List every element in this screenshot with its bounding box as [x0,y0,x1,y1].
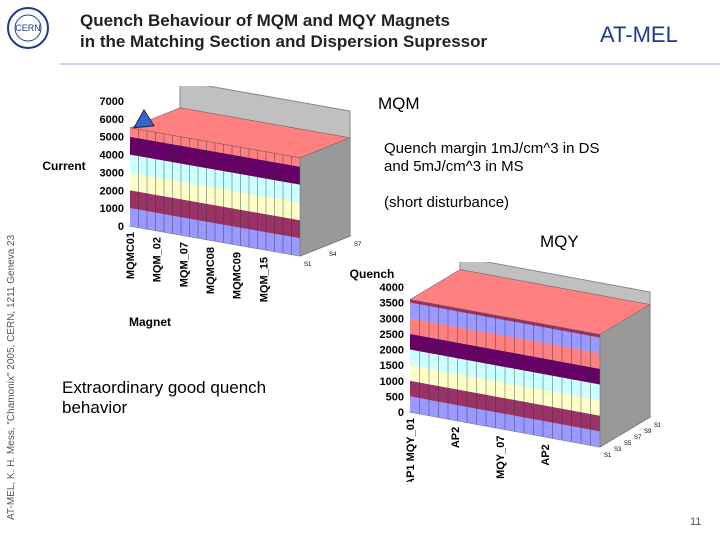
brand-label: AT-MEL [600,22,678,47]
y-tick-label: 3000 [380,313,404,325]
y-tick-label: 3500 [380,298,404,310]
cern-logo-icon: CERN [7,7,49,49]
x-tick-label: MQMC01 [125,232,137,279]
surface-side [599,304,651,448]
y-tick-label: 7000 [100,96,124,108]
depth-tick-label: S7 [354,242,362,248]
quench-behavior-note: Extraordinary good quench behavior [62,378,322,418]
depth-tick-label: S4 [329,252,337,258]
x-tick-label: AP2 [540,444,552,465]
surface-peak [133,108,155,129]
y-tick-label: 2500 [380,329,404,341]
quench-margin-note: Quench margin 1mJ/cm^3 in DS and 5mJ/cm^… [384,140,684,176]
depth-tick-label: S11 [654,423,660,429]
mqm-surface-chart: 7000 6000 5000 4000 3000 2000 1000 0 Current MQMC… [42,86,362,329]
x-tick-label: MQMC09 [232,252,244,299]
header-divider [60,63,720,65]
y-axis-label: Quench [350,267,395,281]
page-title: Quench Behaviour of MQM and MQY Magnets … [80,10,560,52]
mqy-surface-chart: 4000 3500 3000 2500 2000 1500 1000 500 0 Quench AP… [350,262,660,483]
x-tick-label: MQM_02 [152,237,164,282]
y-tick-label: 4000 [380,282,404,294]
x-tick-label: AP2 [450,427,462,448]
surface-side [299,137,351,257]
x-tick-label: MQMC08 [205,247,217,294]
mqy-label: MQY [540,232,579,251]
x-tick-label: AP1 MQY_07 [495,436,507,483]
y-tick-label: 0 [398,407,404,419]
depth-tick-label: S9 [644,429,652,435]
y-tick-label: 1500 [380,360,404,372]
y-tick-label: 0 [118,221,124,233]
logo-text: CERN [15,23,41,33]
margin-line-2: and 5mJ/cm^3 in MS [384,158,524,175]
y-tick-label: 6000 [100,114,124,126]
depth-tick-label: S1 [304,262,312,268]
y-axis-label: Current [42,159,85,173]
y-tick-label: 1000 [100,203,124,215]
short-disturbance-note: (short disturbance) [384,194,510,211]
margin-line-1: Quench margin 1mJ/cm^3 in DS [384,140,600,157]
y-tick-label: 4000 [100,150,124,162]
title-line-2: in the Matching Section and Dispersion S… [80,32,488,51]
y-tick-label: 2000 [380,345,404,357]
x-tick-label: MQM_07 [178,242,190,287]
depth-tick-label: S1 [604,453,612,459]
page-number: 11 [690,516,702,528]
mqm-label: MQM [378,94,420,113]
depth-tick-label: S7 [634,435,642,441]
y-tick-label: 2000 [100,185,124,197]
extra-line-2: behavior [62,398,128,417]
y-tick-label: 500 [386,391,404,403]
title-line-1: Quench Behaviour of MQM and MQY Magnets [80,11,450,30]
x-tick-label: MQM_15 [258,257,270,302]
x-axis-label: Magnet [129,315,171,329]
slide-header [0,0,720,70]
y-tick-label: 3000 [100,167,124,179]
depth-tick-label: S3 [614,447,622,453]
side-footer-text: AT-MEL, K. H. Mess, "Chamonix" 2005, CER… [6,234,17,520]
x-tick-label: AP1 MQY_01 [405,418,417,482]
y-tick-label: 1000 [380,376,404,388]
depth-tick-label: S5 [624,441,632,447]
extra-line-1: Extraordinary good quench [62,378,267,397]
y-tick-label: 5000 [100,132,124,144]
